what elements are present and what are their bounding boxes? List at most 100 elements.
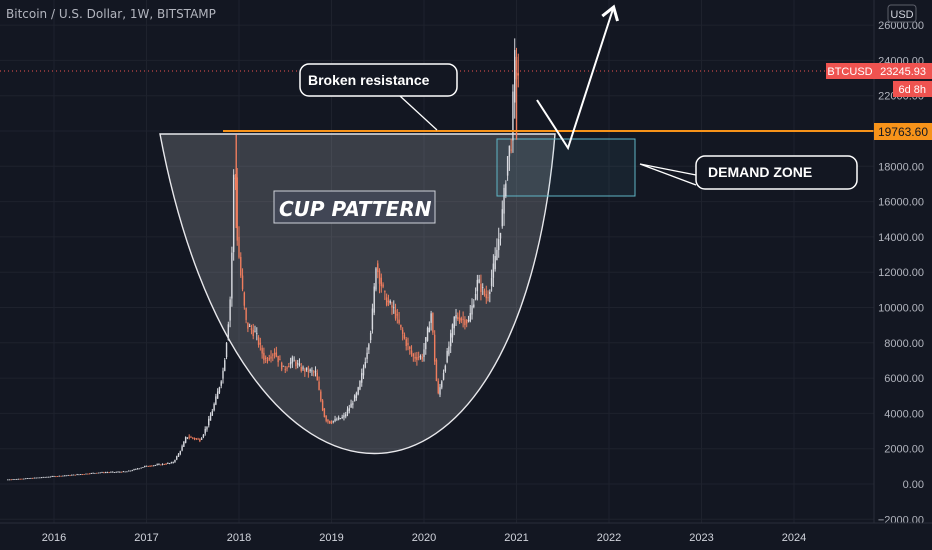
candle-body	[341, 416, 343, 419]
candle-body	[297, 363, 299, 365]
candle-body	[167, 463, 169, 464]
candle-body	[503, 187, 505, 214]
candle-body	[487, 297, 489, 299]
candle-body	[243, 292, 246, 306]
candle-body	[403, 334, 406, 339]
candle-body	[56, 476, 59, 477]
last-price-badge	[874, 63, 932, 79]
candle-body	[176, 456, 178, 460]
candle-body	[87, 473, 89, 475]
candle-body	[369, 333, 372, 341]
candle-body	[329, 420, 331, 424]
candle-body	[366, 352, 368, 359]
x-tick-label: 2020	[412, 532, 436, 544]
y-tick-label: 16000.00	[878, 197, 924, 209]
candle-body	[117, 471, 119, 473]
candle-body	[254, 331, 256, 333]
candle-body	[92, 472, 94, 474]
candle-body	[158, 464, 160, 465]
candle-body	[115, 471, 117, 473]
candle-body	[410, 350, 413, 355]
candle-body	[248, 326, 251, 327]
time-axis[interactable]: 2016 2017 2018 2019 2020 2021 2022 2023 2024	[0, 522, 932, 544]
candle-body	[384, 291, 386, 293]
candle-body	[494, 256, 496, 270]
candle-body	[234, 177, 237, 179]
candle-body	[218, 387, 221, 393]
candle-body	[320, 391, 322, 401]
currency-badge[interactable]	[887, 4, 917, 23]
candle-body	[224, 360, 226, 371]
candle-body	[131, 470, 133, 472]
candle-body	[165, 463, 167, 465]
candle-body	[451, 324, 454, 338]
candle-body	[40, 477, 43, 479]
candle-body	[469, 313, 471, 322]
candle-body	[19, 478, 21, 480]
candle-body	[192, 437, 194, 439]
candle-body	[483, 290, 486, 295]
cup-pattern-shape	[159, 133, 556, 455]
candle-body	[291, 357, 294, 363]
candle-body	[361, 373, 363, 383]
candle-body	[147, 466, 149, 467]
candle-body	[138, 468, 141, 470]
candle-body	[222, 370, 224, 379]
candle-body	[387, 300, 390, 303]
candle-body	[398, 319, 400, 324]
candle-body	[133, 469, 135, 471]
cup-pattern-label: CUP PATTERN	[279, 197, 432, 221]
candle-body	[252, 329, 254, 337]
candle-body	[348, 408, 350, 411]
candle-body	[229, 299, 231, 321]
candle-body	[432, 313, 434, 333]
candle-body	[409, 346, 411, 349]
x-tick-label: 2017	[134, 532, 158, 544]
candle-body	[53, 476, 55, 477]
candle-body	[446, 350, 448, 363]
candle-body	[485, 294, 487, 299]
candle-body	[437, 380, 439, 394]
candle-body	[8, 479, 11, 481]
demand-zone-box	[695, 155, 858, 190]
broken-resistance-pointer	[399, 95, 438, 131]
candle-body	[357, 387, 359, 395]
candle-body	[247, 322, 249, 329]
x-tick-label: 2016	[42, 532, 66, 544]
candle-body	[323, 408, 326, 418]
candle-body	[442, 372, 445, 380]
candle-body	[39, 477, 41, 479]
candle-body	[514, 50, 516, 103]
candle-body	[156, 464, 158, 466]
candle-body	[110, 471, 112, 473]
candle-body	[195, 438, 198, 440]
candle-body	[49, 476, 52, 478]
candle-body	[236, 177, 238, 241]
candle-body	[350, 403, 352, 408]
candle-body	[30, 477, 32, 479]
candle-body	[391, 305, 393, 308]
candle-body	[186, 437, 189, 439]
candle-body	[160, 464, 162, 466]
demand-zone-rect	[496, 138, 636, 197]
candle-body	[426, 327, 429, 341]
candle-body	[457, 316, 459, 320]
candle-body	[135, 468, 137, 470]
candle-body	[473, 304, 475, 308]
breakout-arrow	[536, 4, 619, 151]
candle-body	[95, 472, 98, 474]
candle-body	[407, 343, 409, 346]
candle-body	[510, 149, 512, 151]
candle-body	[231, 252, 233, 299]
x-tick-label: 2022	[597, 532, 621, 544]
candle-body	[163, 464, 165, 465]
candle-body	[332, 420, 334, 422]
candle-body	[199, 439, 201, 442]
candle-body	[26, 478, 29, 479]
candle-body	[439, 387, 441, 395]
y-tick-label: 18000.00	[878, 161, 924, 173]
candle-body	[202, 434, 205, 438]
candle-body	[85, 473, 87, 475]
candle-body	[154, 465, 157, 466]
